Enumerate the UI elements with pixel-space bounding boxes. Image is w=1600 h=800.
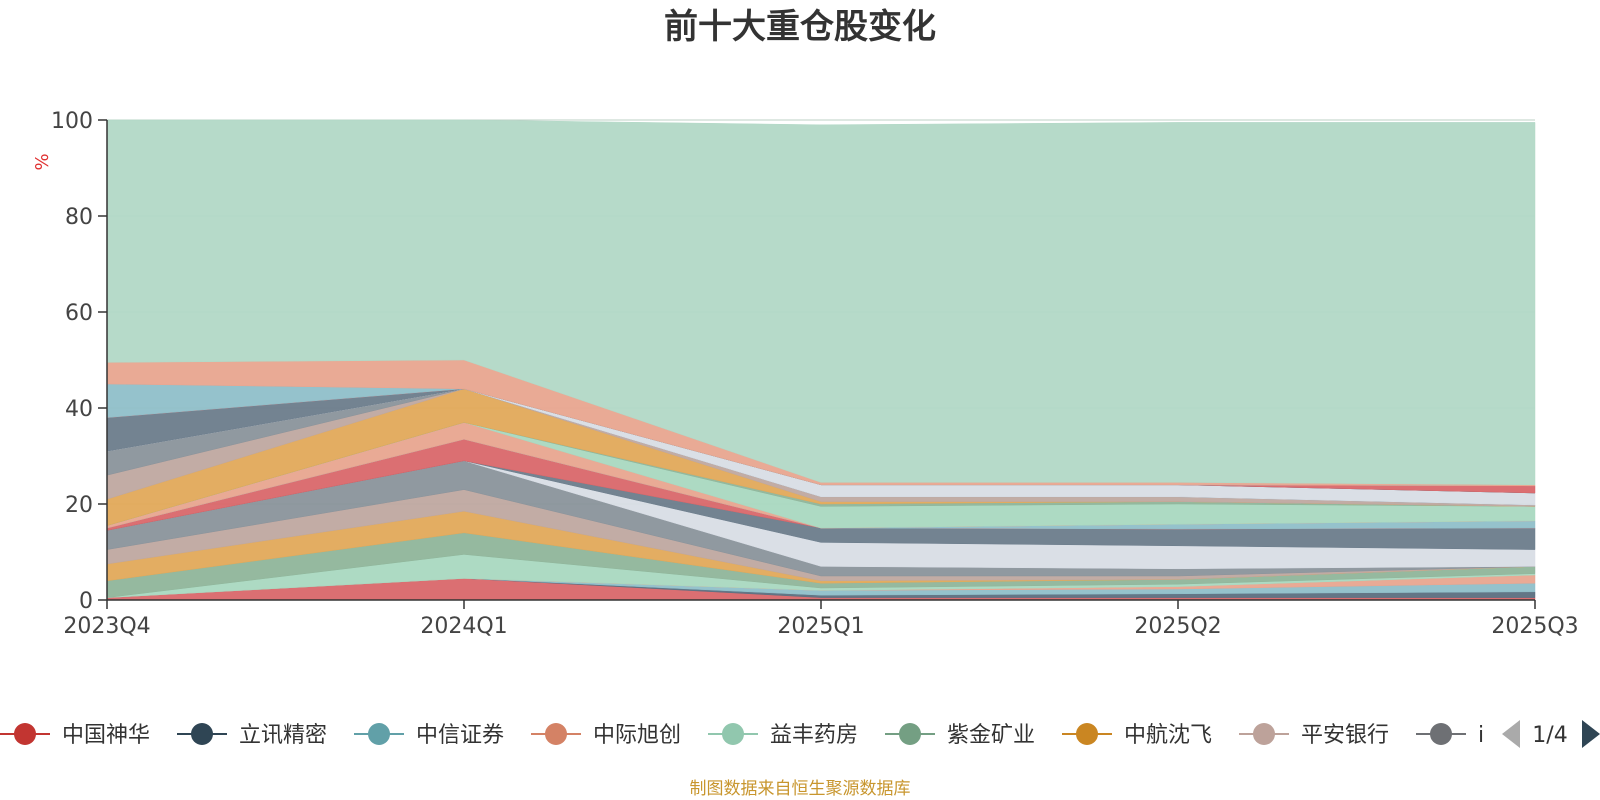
y-tick-label-2: 40 [65, 397, 93, 422]
x-tick-label-0: 2023Q4 [63, 614, 150, 639]
legend-marker [14, 723, 36, 745]
legend-marker [899, 723, 921, 745]
legend-marker [368, 723, 390, 745]
legend-marker [722, 723, 744, 745]
legend-label: 立讯精密 [239, 723, 327, 748]
legend-label: 益丰药房 [770, 723, 858, 748]
legend-item-3[interactable]: 中信证券 [354, 723, 504, 748]
y-tick-label-1: 20 [65, 493, 93, 518]
x-tick-label-1: 2024Q1 [420, 614, 507, 639]
legend-pager[interactable]: 1/4 [1502, 720, 1600, 748]
x-tick-label-2: 2025Q1 [777, 614, 864, 639]
legend-marker [191, 723, 213, 745]
chart-title: 前十大重仓股变化 [664, 7, 936, 47]
legend-label: 中国神华 [62, 723, 150, 748]
legend-label: 中信证券 [416, 723, 504, 748]
legend-label: 紫金矿业 [947, 723, 1035, 748]
legend-next-icon[interactable] [1582, 720, 1600, 748]
footer-source: 制图数据来自恒生聚源数据库 [690, 779, 911, 799]
area-series-25 [106, 119, 1536, 486]
stacked-areas [106, 119, 1536, 601]
legend-marker [1430, 723, 1452, 745]
legend: 中国神华 立讯精密 中信证券 中际旭创 益丰药房 紫金矿业 中航沈飞 平安银行 i [0, 723, 1484, 748]
legend-label: 中际旭创 [593, 723, 681, 748]
legend-item-6[interactable]: 紫金矿业 [885, 723, 1035, 748]
legend-item-8[interactable]: 平安银行 [1239, 723, 1389, 748]
legend-label: 中航沈飞 [1124, 723, 1212, 748]
legend-marker [1076, 723, 1098, 745]
legend-item-9[interactable]: i [1416, 723, 1484, 748]
y-tick-label-3: 60 [65, 301, 93, 326]
legend-label: i [1478, 723, 1484, 748]
y-tick-label-5: 100 [51, 109, 93, 134]
y-axis-unit: % [32, 153, 53, 170]
legend-item-5[interactable]: 益丰药房 [708, 723, 858, 748]
x-tick-label-4: 2025Q3 [1491, 614, 1578, 639]
legend-marker [1253, 723, 1275, 745]
x-tick-label-3: 2025Q2 [1134, 614, 1221, 639]
legend-page-indicator: 1/4 [1532, 723, 1567, 748]
legend-item-4[interactable]: 中际旭创 [531, 723, 681, 748]
legend-item-1[interactable]: 中国神华 [0, 723, 150, 748]
legend-item-7[interactable]: 中航沈飞 [1062, 723, 1212, 748]
legend-prev-icon[interactable] [1502, 720, 1520, 748]
legend-label: 平安银行 [1301, 723, 1389, 748]
axes: 0 20 40 60 80 100 2023Q4 2024Q1 2025Q1 2025Q2 2025… [51, 109, 1579, 639]
y-tick-label-4: 80 [65, 205, 93, 230]
y-tick-label-0: 0 [79, 589, 93, 614]
legend-marker [545, 723, 567, 745]
legend-item-2[interactable]: 立讯精密 [177, 723, 327, 748]
